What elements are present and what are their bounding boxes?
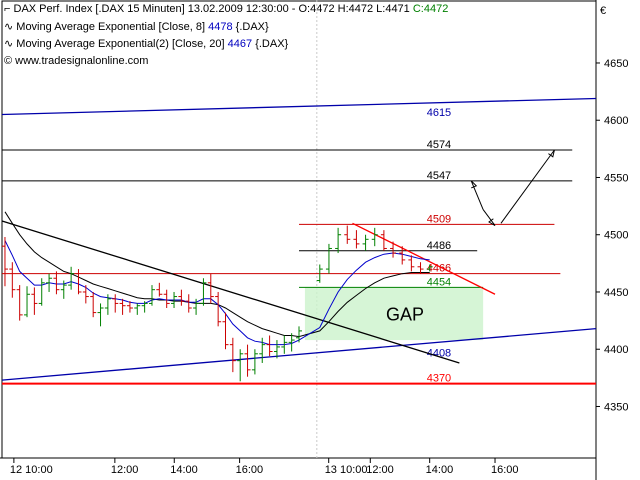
y-tick-label: 4500 (604, 230, 628, 242)
x-tick-label: 12:00 (366, 464, 394, 476)
level-label: 4454 (427, 276, 451, 288)
header-line-instrument: ⌐ DAX Perf. Index [.DAX 15 Minuten] 13.0… (4, 3, 448, 15)
gap-zone (304, 287, 484, 341)
x-tick-label: 12:00 (111, 464, 139, 476)
indicator-icon: ∿ (4, 21, 14, 33)
y-tick-label: 4350 (604, 401, 628, 413)
copyright-line: © www.tradesignalonline.com (4, 55, 148, 67)
x-tick-label: 14:00 (170, 464, 198, 476)
bar-close: C:4472 (412, 3, 449, 15)
trendline-resistance-downtrend (1, 220, 460, 364)
gap-label: GAP (386, 305, 424, 325)
header-line-ma8: ∿ Moving Average Exponential [Close, 8] … (4, 20, 269, 33)
forecast-arrowhead (548, 149, 555, 158)
y-tick-label: 4450 (604, 287, 628, 299)
trendline-lower-support (1, 327, 597, 381)
ma20-suffix: {.DAX} (255, 38, 289, 50)
x-tick-label: 14:00 (426, 464, 454, 476)
ma20-value: 4467 (227, 38, 253, 50)
forecast-arrow (500, 149, 555, 224)
pen-icon: ⌐ (4, 3, 11, 15)
level-label: 4466 (427, 263, 451, 275)
plot-frame (1, 0, 597, 459)
y-tick-label: 4650 (604, 58, 628, 70)
header-line-ma20: ∿ Moving Average Exponential(2) [Close, … (4, 37, 288, 50)
y-tick-label: 4550 (604, 172, 628, 184)
bar-datetime: 13.02.2009 12:30:00 (187, 3, 289, 15)
level-label: 4547 (427, 170, 451, 182)
ma8-line (4, 240, 430, 346)
x-tick-label: 12 10:00 (10, 464, 53, 476)
indicator-icon: ∿ (4, 38, 14, 50)
level-label: 4509 (427, 213, 451, 225)
y-tick-label: 4600 (604, 115, 628, 127)
x-tick-label: 13 10:00 (325, 464, 368, 476)
bar-ohlc: - O:4472 H:4472 L:4471 (291, 3, 410, 15)
x-tick-label: 16:00 (236, 464, 264, 476)
forecast-arrow (482, 209, 496, 226)
instrument-title: DAX Perf. Index [.DAX 15 Minuten] (13, 3, 185, 15)
copyright-text: © www.tradesignalonline.com (4, 55, 149, 67)
ma8-label: Moving Average Exponential [Close, 8] (16, 21, 206, 33)
trendline-label: 4615 (427, 107, 451, 119)
ma8-value: 4478 (208, 21, 233, 33)
level-label: 4370 (427, 373, 451, 385)
ma20-line (4, 211, 430, 338)
ma20-label: Moving Average Exponential(2) [Close, 20… (16, 38, 225, 50)
ma8-suffix: {.DAX} (235, 21, 269, 33)
level-label: 4486 (427, 240, 451, 252)
trendline-upper-channel (1, 97, 597, 116)
y-tick-label: 4400 (604, 344, 628, 356)
currency-symbol: € (600, 5, 606, 17)
forecast-arrow (470, 180, 484, 210)
x-tick-label: 16:00 (491, 464, 519, 476)
level-label: 4574 (427, 139, 451, 151)
forecast-arrowhead (470, 180, 478, 189)
trendline-label: 4408 (427, 347, 451, 359)
forecast-arrowhead (488, 218, 496, 226)
